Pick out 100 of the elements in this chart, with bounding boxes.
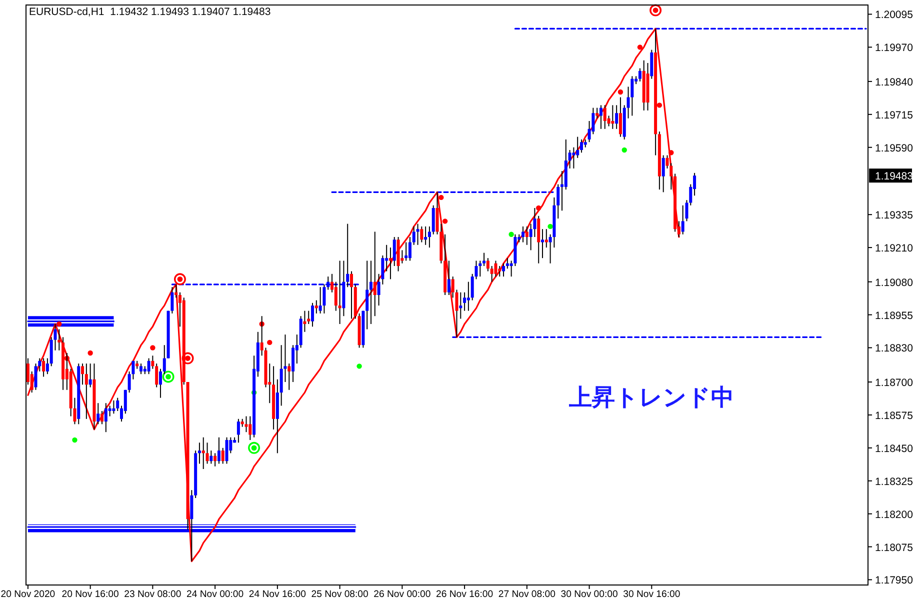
point (618, 89, 624, 95)
candlestick (486, 258, 490, 272)
candlestick (288, 363, 291, 390)
point (442, 218, 448, 224)
candlestick (81, 363, 84, 386)
candlestick (162, 344, 166, 375)
y-tick-label: 1.18200 (875, 508, 914, 521)
candlestick (369, 260, 372, 324)
candlestick (314, 300, 318, 314)
candlestick (373, 231, 376, 317)
candlestick (537, 215, 540, 264)
candlestick (670, 162, 673, 190)
candlestick (96, 402, 100, 425)
annotation: 上昇トレンド中 (568, 385, 734, 412)
candlestick (292, 344, 295, 382)
candlestick (599, 104, 602, 130)
y-tick-label: 1.19080 (875, 276, 914, 289)
candlestick (34, 363, 38, 390)
x-tick-label: 26 Nov 16:00 (436, 589, 494, 600)
y-tick-label: 1.18450 (875, 442, 914, 455)
candlestick (139, 363, 142, 375)
y-tick-label: 1.18955 (875, 310, 914, 322)
candlestick (392, 236, 396, 266)
candlestick (221, 447, 224, 464)
candlestick (432, 204, 435, 235)
point (438, 194, 444, 200)
candlestick (580, 138, 583, 154)
candlestick (311, 302, 314, 328)
y-tick-label: 1.18325 (875, 476, 914, 488)
candlestick (408, 236, 412, 262)
candlestick (611, 104, 614, 130)
candlestick (151, 355, 154, 370)
candlestick (244, 416, 248, 433)
candlestick (615, 104, 618, 130)
candlestick (104, 402, 108, 433)
candlestick (596, 107, 599, 119)
y-tick-label: 1.18075 (875, 542, 914, 554)
candlestick (541, 228, 544, 259)
x-tick-label: 30 Nov 16:00 (623, 589, 680, 600)
point (548, 224, 553, 230)
candlestick (88, 363, 92, 388)
chart-title: EURUSD-cd,H1 1.19432 1.19493 1.19407 1.19483 (29, 6, 271, 18)
y-tick-label: 1.19715 (875, 109, 914, 122)
point (356, 364, 362, 369)
candlestick (666, 154, 669, 169)
candlestick (236, 418, 240, 444)
candlestick (112, 400, 116, 414)
x-tick-label: 24 Nov 16:00 (248, 589, 306, 600)
x-tick-label: 20 Nov 16:00 (62, 589, 119, 600)
candlestick (502, 262, 506, 278)
candlestick (46, 358, 49, 375)
y-tick-label: 1.20095 (875, 9, 914, 22)
candlestick (307, 310, 310, 324)
candlestick (158, 368, 162, 398)
y-tick-label: 1.19210 (875, 242, 914, 255)
candlestick (338, 260, 342, 324)
candlestick (498, 266, 502, 278)
x-tick-label: 24 Nov 00:00 (186, 589, 244, 600)
candlestick (630, 76, 634, 116)
candlestick (638, 68, 642, 82)
candlestick (366, 260, 369, 330)
candlestick (568, 150, 572, 169)
candlestick (428, 226, 431, 248)
candlestick (248, 416, 252, 440)
text: 1.19483 (875, 170, 914, 183)
candlestick (490, 266, 494, 282)
candlestick (388, 247, 392, 280)
y-tick-label: 1.19840 (875, 76, 914, 88)
point (72, 437, 78, 443)
candlestick (42, 358, 46, 378)
candlestick (225, 436, 228, 464)
candlestick (155, 363, 158, 388)
candlestick (478, 260, 482, 278)
candlestick (525, 226, 528, 246)
candlestick (404, 242, 408, 262)
point (150, 345, 156, 350)
candlestick (206, 442, 209, 464)
point (637, 44, 643, 50)
candlestick (544, 228, 548, 248)
point (56, 321, 62, 327)
candlestick (572, 146, 576, 169)
candlestick (662, 154, 665, 193)
x-tick-label: 26 Nov 00:00 (374, 589, 431, 600)
point (88, 350, 93, 356)
candlestick (463, 292, 466, 312)
candlestick (576, 136, 580, 158)
point (622, 147, 627, 153)
candlestick (38, 358, 42, 372)
y-tick-label: 1.19590 (875, 142, 914, 154)
x-tick-label: 25 Nov 08:00 (311, 589, 368, 600)
x-tick-label: 27 Nov 08:00 (498, 589, 556, 600)
candlestick (556, 184, 560, 220)
candlestick (412, 226, 416, 246)
candlestick (100, 410, 104, 425)
candlestick (482, 252, 486, 266)
candlestick (214, 452, 217, 467)
y-tick-label: 1.17950 (875, 574, 914, 587)
candlestick (116, 397, 120, 412)
x-tick-label: 23 Nov 08:00 (124, 589, 182, 600)
point (267, 340, 272, 346)
